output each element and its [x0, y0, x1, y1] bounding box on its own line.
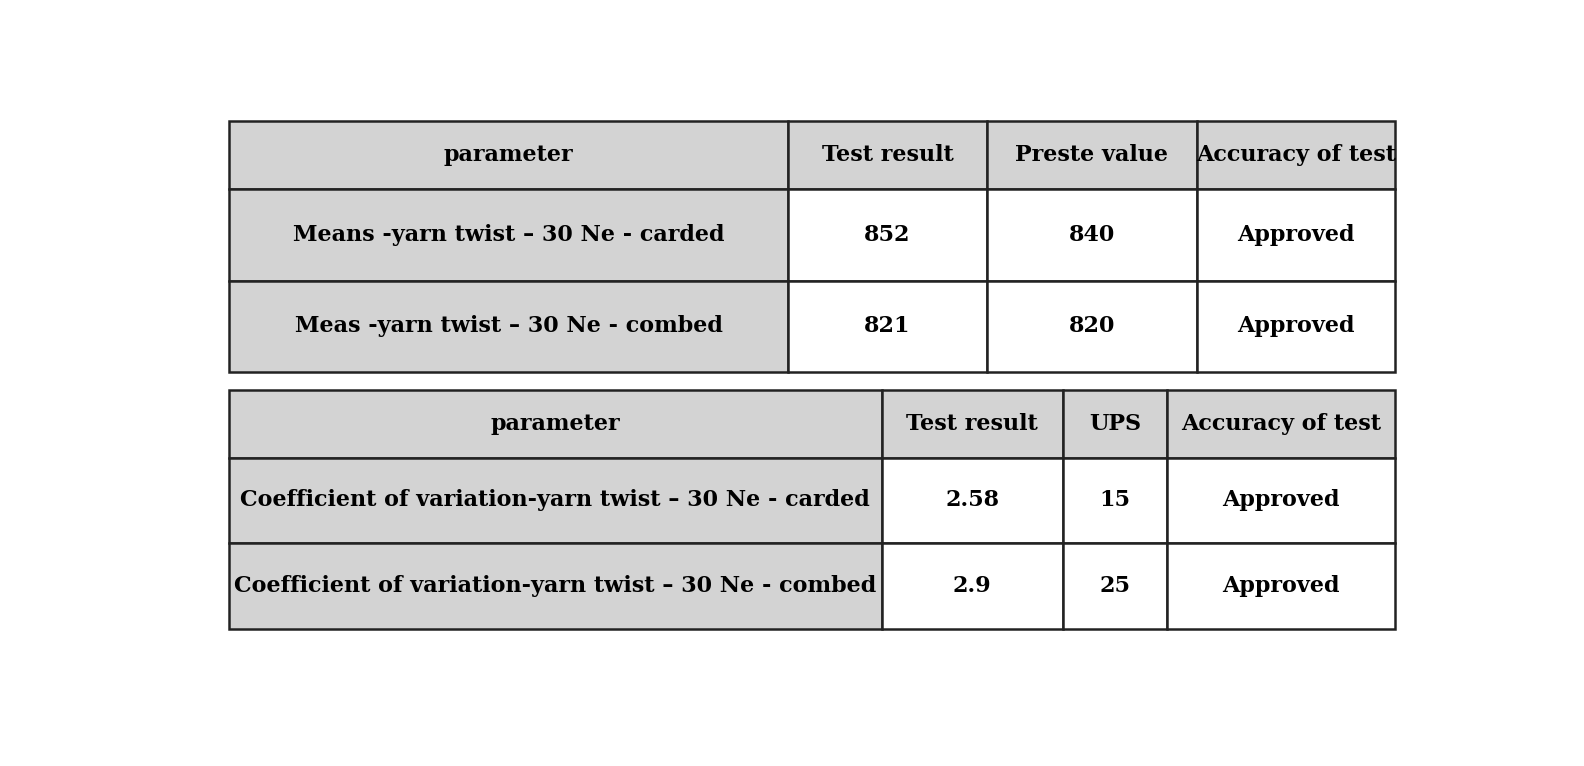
Bar: [882, 543, 1063, 629]
Text: Preste value: Preste value: [1015, 144, 1167, 166]
Text: Test result: Test result: [906, 413, 1038, 434]
Text: 25: 25: [1099, 575, 1131, 597]
Bar: [789, 280, 987, 372]
Bar: [882, 457, 1063, 543]
Text: Approved: Approved: [1237, 224, 1354, 246]
Bar: [1063, 457, 1167, 543]
Text: Approved: Approved: [1223, 575, 1340, 597]
Text: Coefficient of variation-yarn twist – 30 Ne - carded: Coefficient of variation-yarn twist – 30…: [241, 489, 870, 512]
Text: 15: 15: [1099, 489, 1131, 512]
Bar: [1167, 543, 1396, 629]
Text: 821: 821: [865, 316, 911, 337]
Text: 840: 840: [1069, 224, 1115, 246]
Text: parameter: parameter: [491, 413, 619, 434]
Bar: [228, 280, 789, 372]
Bar: [1063, 390, 1167, 457]
Bar: [789, 121, 987, 189]
Bar: [987, 280, 1196, 372]
Bar: [228, 390, 882, 457]
Text: 852: 852: [865, 224, 911, 246]
Bar: [987, 189, 1196, 280]
Text: Meas -yarn twist – 30 Ne - combed: Meas -yarn twist – 30 Ne - combed: [295, 316, 722, 337]
Bar: [228, 543, 882, 629]
Bar: [1167, 390, 1396, 457]
Text: 820: 820: [1069, 316, 1115, 337]
Text: Test result: Test result: [822, 144, 954, 166]
Bar: [228, 121, 789, 189]
Text: 2.9: 2.9: [954, 575, 992, 597]
Text: UPS: UPS: [1088, 413, 1140, 434]
Text: Coefficient of variation-yarn twist – 30 Ne - combed: Coefficient of variation-yarn twist – 30…: [234, 575, 876, 597]
Text: parameter: parameter: [444, 144, 573, 166]
Text: Approved: Approved: [1223, 489, 1340, 512]
Bar: [228, 189, 789, 280]
Bar: [789, 189, 987, 280]
Text: Approved: Approved: [1237, 316, 1354, 337]
Text: Means -yarn twist – 30 Ne - carded: Means -yarn twist – 30 Ne - carded: [293, 224, 724, 246]
Bar: [882, 390, 1063, 457]
Bar: [1167, 457, 1396, 543]
Bar: [1196, 280, 1396, 372]
Text: Accuracy of test: Accuracy of test: [1196, 144, 1396, 166]
Bar: [1063, 543, 1167, 629]
Text: Accuracy of test: Accuracy of test: [1182, 413, 1381, 434]
Bar: [987, 121, 1196, 189]
Bar: [1196, 189, 1396, 280]
Text: 2.58: 2.58: [946, 489, 1000, 512]
Bar: [228, 457, 882, 543]
Bar: [1196, 121, 1396, 189]
